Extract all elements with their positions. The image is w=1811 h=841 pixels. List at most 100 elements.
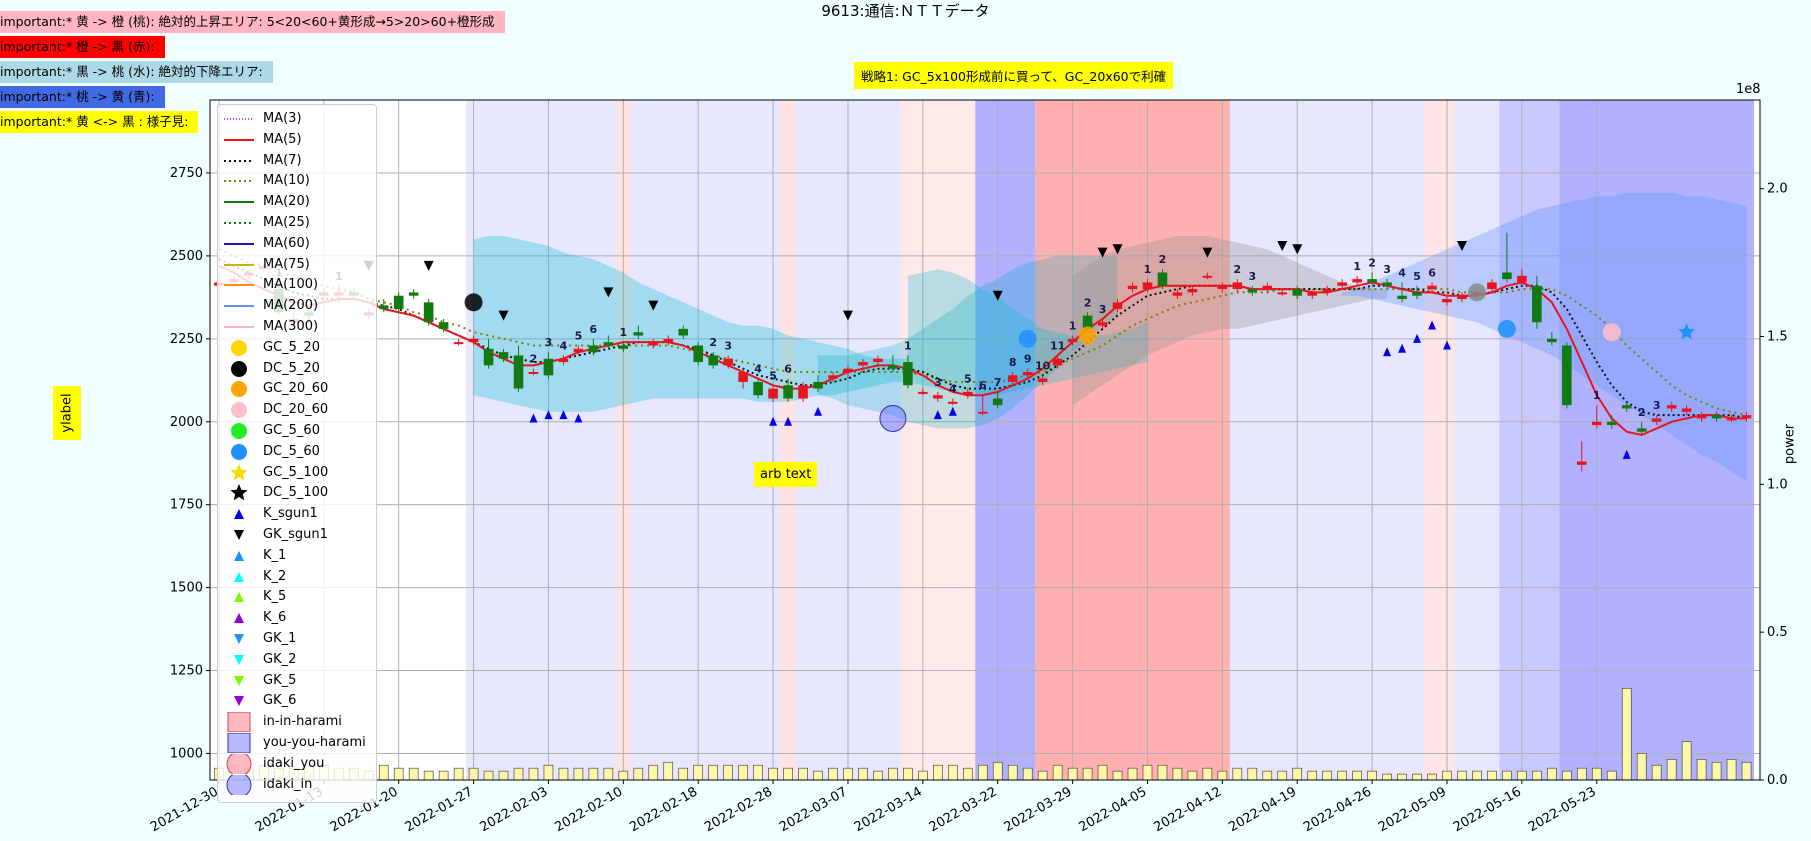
- candle-count-label: 1: [1593, 389, 1601, 402]
- legend-label: MA(100): [263, 277, 319, 293]
- legend-label: GC_5_100: [263, 464, 329, 480]
- x-tick-label: 2022-04-19: [1226, 784, 1299, 835]
- candle-body: [858, 362, 868, 366]
- legend-label: K_6: [263, 610, 287, 626]
- candle-body: [663, 338, 674, 343]
- background-span: [900, 100, 976, 780]
- legend-symbol: [231, 443, 247, 460]
- k-marker: [1398, 343, 1407, 353]
- legend-symbol: [231, 360, 247, 377]
- candle-body: [1127, 285, 1138, 290]
- cross-marker: [1018, 329, 1037, 348]
- legend-symbol: [234, 550, 244, 561]
- candle-body: [948, 401, 958, 404]
- legend-symbol-shape: [234, 571, 244, 582]
- volume-bar: [738, 764, 748, 781]
- cross-marker: [1497, 319, 1516, 338]
- candle-body: [873, 358, 883, 363]
- volume-bar: [453, 767, 464, 781]
- candle-body: [1696, 415, 1707, 419]
- gk-marker: [992, 290, 1003, 301]
- candle-body: [1247, 289, 1258, 293]
- legend-label: GC_5_60: [263, 423, 320, 438]
- candle-count-label: 4: [949, 383, 957, 396]
- legend-symbol-shape: [234, 592, 244, 603]
- volume-bar: [1457, 770, 1467, 781]
- volume-bar: [962, 767, 973, 781]
- volume-bar: [948, 764, 958, 781]
- volume-bar: [1367, 770, 1377, 781]
- volume-bar: [798, 767, 808, 781]
- legend-label: you-you-harami: [263, 735, 366, 750]
- legend-label: DC_5_20: [263, 360, 320, 376]
- legend-symbol-shape: [231, 423, 247, 439]
- volume-bar: [468, 767, 479, 781]
- x-tick-label: 2022-04-12: [1151, 784, 1224, 835]
- background-span: [1304, 100, 1425, 780]
- candle-count-label: 5: [575, 329, 583, 342]
- legend-item: in-in-harami: [218, 712, 376, 733]
- background-span: [1499, 100, 1560, 780]
- x-tick-label: 2022-05-23: [1526, 784, 1599, 835]
- volume-bar: [1726, 759, 1737, 781]
- candle-count-label: 2: [1368, 256, 1376, 269]
- candle-body: [1292, 289, 1303, 296]
- volume-bar: [1022, 767, 1033, 781]
- cross-marker: [1467, 283, 1486, 302]
- volume-bar: [558, 767, 569, 781]
- legend-label: MA(75): [263, 256, 310, 272]
- legend-item: GK_sgun1: [218, 525, 376, 545]
- candle-count-label: 5: [964, 373, 972, 386]
- volume-bar: [708, 764, 718, 781]
- x-tick-label: 2022-05-16: [1451, 784, 1524, 835]
- legend-label: MA(300): [263, 319, 319, 334]
- volume-bar: [378, 764, 389, 781]
- candle-count-label: 2: [1638, 406, 1646, 419]
- legend-label: DC_5_100: [263, 485, 329, 501]
- legend-item: DC_5_100: [218, 483, 376, 503]
- candle-body: [1112, 302, 1123, 309]
- gk-marker: [1456, 240, 1467, 251]
- legend-symbol-shape: [230, 484, 248, 501]
- gk-marker: [1277, 240, 1288, 251]
- volume-bar: [903, 767, 913, 781]
- k-marker: [544, 410, 553, 420]
- background-span: [1454, 100, 1500, 780]
- volume-bar: [1442, 770, 1452, 781]
- legend-item: MA(20): [218, 192, 376, 212]
- note-5: important:* 黄 <-> 黒 : 様子見:: [0, 111, 199, 133]
- legend-label: DC_20_60: [263, 402, 329, 418]
- legend-symbol: [230, 484, 248, 501]
- candle-body: [1337, 282, 1347, 286]
- legend-symbol-shape: [231, 443, 247, 460]
- y2-tick-label: 1.5: [1767, 330, 1788, 345]
- legend-item: GK_5: [218, 671, 376, 691]
- x-tick-label: 2021-12-30: [148, 784, 221, 835]
- cross-marker: [1078, 326, 1097, 345]
- candle-count-label: 1: [1144, 263, 1152, 276]
- candle-count-label: 1: [1353, 260, 1361, 273]
- legend-symbol: [230, 463, 248, 480]
- volume-bar: [678, 767, 689, 781]
- candle-count-label: 5: [769, 369, 777, 382]
- k-marker: [1622, 449, 1631, 459]
- candle-body: [1621, 405, 1632, 409]
- x-tick-label: 2022-03-29: [1002, 784, 1075, 835]
- legend-symbol: [231, 402, 247, 419]
- volume-bar: [1487, 770, 1497, 781]
- legend-item: K_sgun1: [218, 504, 376, 524]
- candle-body: [1082, 315, 1093, 329]
- candle-body: [1037, 378, 1048, 382]
- k-marker: [1413, 333, 1422, 343]
- legend-item: K_6: [218, 608, 376, 628]
- candle-body: [573, 348, 584, 353]
- volume-bar: [1502, 770, 1512, 781]
- candle-count-label: 5: [1413, 270, 1421, 283]
- volume-bar: [977, 764, 988, 781]
- legend-symbol: [224, 138, 254, 141]
- legend-item: GC_5_100: [218, 463, 376, 483]
- k-marker: [769, 416, 778, 426]
- volume-bar: [543, 764, 554, 781]
- legend-label: MA(200): [263, 298, 319, 314]
- legend-symbol: [227, 733, 251, 753]
